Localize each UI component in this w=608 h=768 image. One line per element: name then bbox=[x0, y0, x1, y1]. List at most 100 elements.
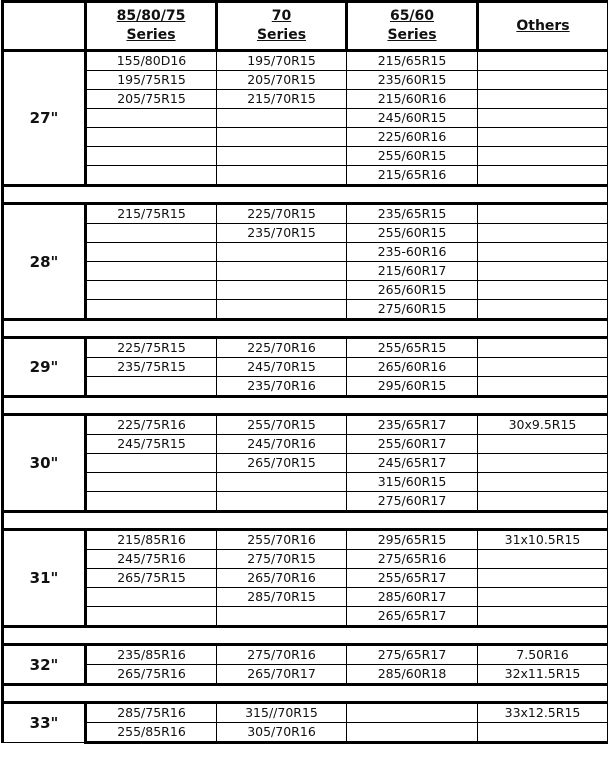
tire-size-cell: 255/65R15 bbox=[346, 336, 478, 358]
tire-size-cell bbox=[477, 49, 608, 71]
tire-size-cell bbox=[216, 242, 347, 262]
tire-size-cell: 235/70R15 bbox=[216, 223, 347, 243]
tire-size-cell bbox=[477, 202, 608, 224]
tire-size-cell bbox=[477, 89, 608, 109]
tire-size-cell: 285/60R17 bbox=[346, 587, 478, 607]
tire-size-cell bbox=[477, 299, 608, 321]
table-body: 27" 155/80D16 195/70R15 215/65R15 195/75R15 2… bbox=[1, 49, 608, 744]
separator-row bbox=[1, 510, 608, 531]
tire-size-cell: 215/60R17 bbox=[346, 261, 478, 281]
tire-size-cell bbox=[85, 108, 217, 128]
header-line: Others bbox=[516, 17, 570, 34]
tire-size-cell bbox=[216, 280, 347, 300]
table-row: 235/70R15 255/60R15 bbox=[3, 223, 608, 243]
table-row: 30" 225/75R16 255/70R15 235/65R17 30x9.5R15 bbox=[1, 413, 608, 512]
tire-size-cell bbox=[85, 223, 217, 243]
tire-size-cell bbox=[85, 242, 217, 262]
tire-size-cell: 225/70R15 bbox=[216, 202, 347, 224]
table-row: 245/75R15 245/70R16 255/60R17 bbox=[3, 434, 608, 454]
tire-size-cell bbox=[85, 376, 217, 398]
tire-size-cell: 225/60R16 bbox=[346, 127, 478, 147]
tire-size-cell: 295/65R15 bbox=[346, 528, 478, 550]
tire-size-cell: 205/70R15 bbox=[216, 70, 347, 90]
tire-size-cell: 285/60R18 bbox=[346, 664, 478, 686]
column-header: 70 Series bbox=[215, 0, 348, 52]
size-label: 31" bbox=[1, 528, 87, 627]
tire-size-cell bbox=[85, 606, 217, 628]
tire-size-cell bbox=[477, 606, 608, 628]
table-row: 245/60R15 bbox=[3, 108, 608, 128]
tire-size-cell: 33x12.5R15 bbox=[477, 701, 608, 723]
tire-size-cell: 265/70R16 bbox=[216, 568, 347, 588]
tire-size-cell bbox=[216, 165, 347, 187]
table-row: 265/65R17 bbox=[3, 606, 608, 628]
tire-size-cell bbox=[477, 434, 608, 454]
tire-size-cell bbox=[477, 242, 608, 262]
table-row: 29" 225/75R15 225/70R16 255/65R15 bbox=[1, 336, 608, 397]
tire-size-cell: 255/60R15 bbox=[346, 146, 478, 166]
tire-size-cell bbox=[477, 587, 608, 607]
tire-size-cell: 215/65R16 bbox=[346, 165, 478, 187]
tire-size-cell: 285/75R16 bbox=[85, 701, 217, 723]
size-label: 30" bbox=[1, 413, 87, 512]
tire-size-cell bbox=[477, 146, 608, 166]
tire-size-cell bbox=[85, 299, 217, 321]
tire-size-cell bbox=[477, 453, 608, 473]
tire-size-cell: 265/60R16 bbox=[346, 357, 478, 377]
header-line: 65/60 bbox=[389, 8, 435, 24]
tire-size-cell: 225/70R16 bbox=[216, 336, 347, 358]
table-row: 27" 155/80D16 195/70R15 215/65R15 bbox=[1, 49, 608, 186]
tire-size-cell bbox=[477, 261, 608, 281]
header-line: Series bbox=[256, 27, 307, 43]
tire-size-cell bbox=[85, 453, 217, 473]
tire-size-cell bbox=[477, 336, 608, 358]
tire-size-cell: 235/70R16 bbox=[216, 376, 347, 398]
tire-size-cell: 245/75R16 bbox=[85, 549, 217, 569]
tire-size-cell bbox=[85, 472, 217, 492]
tire-size-cell: 285/70R15 bbox=[216, 587, 347, 607]
table-row: 205/75R15 215/70R15 215/60R16 bbox=[3, 89, 608, 109]
separator-row bbox=[1, 318, 608, 339]
column-header: 65/60 Series bbox=[345, 0, 479, 52]
table-row: 265/60R15 bbox=[3, 280, 608, 300]
header-line: 70 bbox=[271, 8, 292, 24]
tire-size-cell bbox=[85, 587, 217, 607]
table-row: 33" 285/75R16 315//70R15 33x12.5R15 bbox=[1, 701, 608, 743]
tire-size-cell bbox=[85, 127, 217, 147]
tire-size-cell: 235/75R15 bbox=[85, 357, 217, 377]
tire-size-cell: 225/75R16 bbox=[85, 413, 217, 435]
header-line: Series bbox=[126, 27, 176, 43]
table-row: 245/75R16 275/70R15 275/65R16 bbox=[3, 549, 608, 569]
table-row: 215/65R16 bbox=[3, 165, 608, 187]
header-line: 85/80/75 bbox=[116, 8, 186, 24]
tire-size-table: 85/80/75 Series 70 Series 65/60 Series Others … bbox=[1, 0, 608, 744]
tire-size-cell: 275/60R15 bbox=[346, 299, 478, 321]
tire-size-cell bbox=[216, 108, 347, 128]
table-row: 195/75R15 205/70R15 235/60R15 bbox=[3, 70, 608, 90]
separator-cell bbox=[1, 184, 608, 205]
tire-size-cell: 235/65R17 bbox=[346, 413, 478, 435]
tire-size-cell bbox=[477, 165, 608, 187]
table-row: 32" 235/85R16 275/70R16 275/65R17 7.50R16 bbox=[1, 643, 608, 685]
tire-size-cell: 275/65R16 bbox=[346, 549, 478, 569]
tire-size-cell: 235-60R16 bbox=[346, 242, 478, 262]
table-row: 28" 215/75R15 225/70R15 235/65R15 bbox=[1, 202, 608, 320]
tire-size-cell: 255/65R17 bbox=[346, 568, 478, 588]
tire-size-cell: 7.50R16 bbox=[477, 643, 608, 665]
tire-size-cell bbox=[477, 70, 608, 90]
tire-size-cell: 215/75R15 bbox=[85, 202, 217, 224]
size-label: 28" bbox=[1, 202, 87, 320]
table-row: 315/60R15 bbox=[3, 472, 608, 492]
tire-size-cell bbox=[477, 491, 608, 513]
tire-size-cell bbox=[216, 606, 347, 628]
tire-size-cell bbox=[85, 491, 217, 513]
separator-row bbox=[1, 395, 608, 416]
table-row: 265/70R15 245/65R17 bbox=[3, 453, 608, 473]
tire-size-cell: 265/65R17 bbox=[346, 606, 478, 628]
tire-size-cell bbox=[216, 146, 347, 166]
table-row: 255/60R15 bbox=[3, 146, 608, 166]
separator-cell bbox=[1, 318, 608, 339]
tire-size-cell: 265/75R16 bbox=[85, 664, 217, 686]
separator-row bbox=[1, 683, 608, 704]
tire-size-cell bbox=[216, 491, 347, 513]
